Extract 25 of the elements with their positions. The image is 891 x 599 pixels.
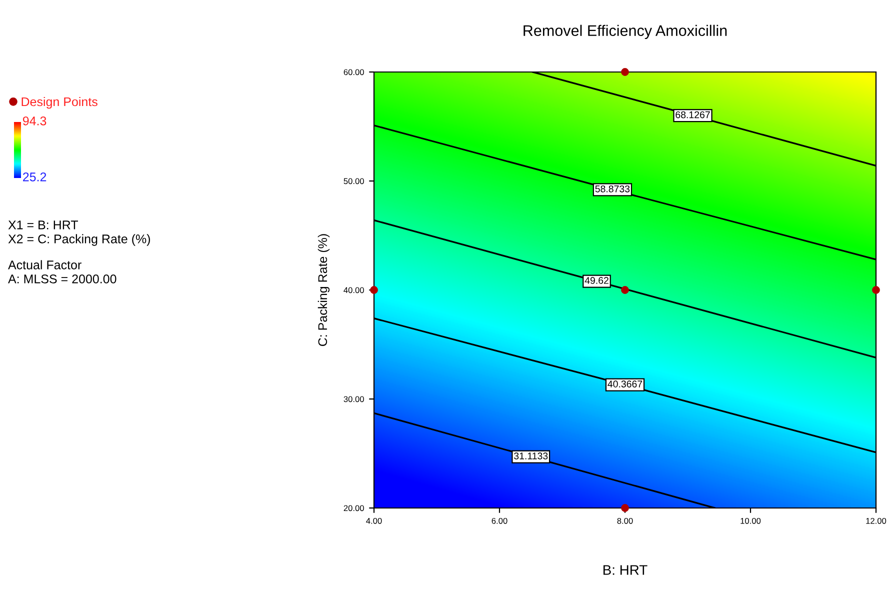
x-tick-label: 6.00 xyxy=(492,518,508,524)
y-tick-label: 20.00 xyxy=(344,505,364,512)
color-bar-label: 94.3 xyxy=(22,116,46,126)
text: A: MLSS = 2000.00 xyxy=(8,274,116,284)
point xyxy=(872,286,880,294)
y-tick-label: 50.00 xyxy=(344,178,364,184)
x-tick-label: 10.00 xyxy=(740,518,761,524)
y-tick-label: 60.00 xyxy=(344,69,364,76)
text: X2 = C: Packing Rate (%) xyxy=(8,234,150,246)
point xyxy=(621,68,629,76)
x-axis-title: B: HRT xyxy=(604,565,648,575)
text: Actual Factor xyxy=(8,260,82,270)
legend-label: Design Points xyxy=(22,97,98,109)
y-tick-label: 30.00 xyxy=(344,396,364,402)
x-tick-label: 12.00 xyxy=(866,518,886,524)
x-tick-label: 8.00 xyxy=(617,518,633,524)
y-axis-title: C: Packing Rate (%) xyxy=(318,234,330,346)
point xyxy=(621,504,629,512)
point xyxy=(621,286,629,294)
chart-title: Removel Efficiency Amoxicillin xyxy=(524,24,727,40)
point xyxy=(370,286,378,294)
y-tick-label: 40.00 xyxy=(344,287,364,294)
x-tick-label: 4.00 xyxy=(366,518,382,524)
color-bar-label: 25.2 xyxy=(23,172,46,182)
text: X1 = B: HRT xyxy=(8,220,78,230)
